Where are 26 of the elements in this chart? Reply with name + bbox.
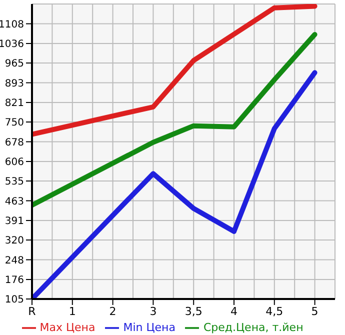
y-tick-label: 893: [4, 78, 24, 90]
legend-label: Сред.Цена, т.йен: [203, 321, 304, 334]
y-tick-label: 320: [4, 236, 24, 247]
y-tick-label: 391: [4, 216, 24, 228]
y-tick-label: 606: [4, 157, 24, 168]
x-tick-label: 4,5: [266, 304, 284, 318]
x-tick-label: 2: [109, 304, 116, 318]
x-tick-label: 3,5: [184, 304, 202, 318]
y-tick-label: 821: [4, 98, 24, 110]
y-tick-label: 105: [4, 294, 24, 306]
y-tick-label: 678: [4, 137, 24, 148]
y-tick-label: 1108: [0, 19, 24, 30]
legend-label: Max Цена: [40, 321, 96, 334]
x-tick-label: 5: [311, 304, 318, 318]
y-tick-label: 965: [4, 58, 24, 70]
y-tick-label: 1036: [0, 39, 24, 50]
y-tick-label: 248: [4, 255, 24, 266]
x-tick-label: 3: [150, 304, 157, 318]
x-tick-label: 4: [230, 304, 238, 318]
y-tick-label: 750: [4, 118, 24, 129]
y-tick-label: 176: [4, 275, 24, 286]
x-tick-label: R: [28, 304, 36, 318]
x-tick-label: 1: [68, 304, 76, 318]
y-tick-label: 463: [4, 196, 24, 208]
y-tick-label: 535: [4, 176, 24, 188]
legend-label: Min Цена: [123, 321, 176, 334]
